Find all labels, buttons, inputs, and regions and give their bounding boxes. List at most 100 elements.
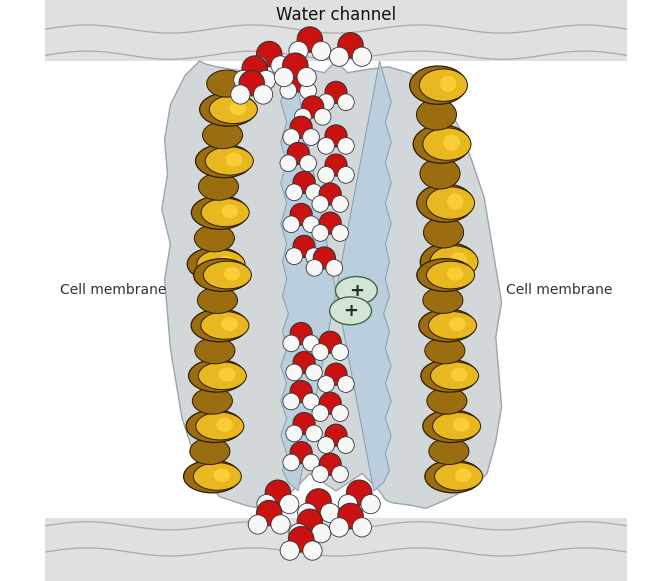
Ellipse shape (423, 410, 480, 443)
Ellipse shape (413, 125, 470, 163)
Circle shape (257, 41, 282, 67)
Circle shape (289, 41, 308, 60)
Circle shape (318, 138, 335, 154)
Ellipse shape (202, 121, 243, 149)
Circle shape (325, 125, 347, 147)
Ellipse shape (187, 248, 244, 281)
Circle shape (332, 196, 349, 212)
Circle shape (297, 27, 323, 52)
Circle shape (297, 67, 317, 87)
Ellipse shape (410, 66, 466, 105)
Circle shape (332, 466, 349, 482)
Ellipse shape (430, 246, 478, 278)
Circle shape (325, 154, 347, 176)
Circle shape (302, 454, 319, 471)
Ellipse shape (198, 173, 239, 200)
Ellipse shape (217, 256, 234, 270)
Ellipse shape (209, 95, 257, 124)
Circle shape (337, 94, 354, 110)
Circle shape (318, 167, 335, 183)
Circle shape (314, 109, 331, 125)
Circle shape (319, 331, 341, 353)
Circle shape (253, 85, 273, 104)
Circle shape (312, 523, 331, 543)
Circle shape (338, 494, 358, 514)
Circle shape (286, 184, 302, 200)
Ellipse shape (429, 438, 469, 465)
Ellipse shape (423, 217, 464, 248)
Ellipse shape (444, 135, 460, 150)
Ellipse shape (204, 261, 251, 289)
Ellipse shape (196, 413, 244, 440)
Circle shape (230, 85, 250, 104)
Ellipse shape (205, 147, 253, 175)
Circle shape (300, 155, 317, 171)
Ellipse shape (216, 418, 233, 432)
Circle shape (326, 260, 343, 276)
Text: +: + (343, 302, 358, 320)
Circle shape (257, 494, 276, 514)
Circle shape (332, 405, 349, 421)
Circle shape (234, 70, 253, 89)
Circle shape (280, 83, 297, 99)
Circle shape (337, 138, 354, 154)
Ellipse shape (222, 204, 238, 218)
Circle shape (283, 216, 300, 232)
Ellipse shape (189, 360, 245, 392)
Circle shape (325, 363, 347, 385)
Circle shape (290, 442, 312, 464)
Ellipse shape (431, 362, 478, 390)
Circle shape (283, 335, 300, 352)
Circle shape (290, 116, 312, 138)
Circle shape (347, 480, 372, 505)
Circle shape (321, 503, 339, 522)
Circle shape (329, 47, 349, 66)
Circle shape (338, 33, 364, 58)
Circle shape (288, 526, 314, 552)
Circle shape (293, 235, 315, 257)
Ellipse shape (439, 76, 456, 92)
Ellipse shape (226, 153, 243, 167)
Circle shape (283, 393, 300, 410)
Ellipse shape (425, 460, 482, 493)
Circle shape (361, 494, 380, 514)
Circle shape (280, 541, 300, 560)
Ellipse shape (455, 468, 472, 482)
Ellipse shape (427, 261, 474, 289)
Ellipse shape (197, 250, 245, 278)
Ellipse shape (417, 99, 456, 130)
Circle shape (289, 523, 308, 543)
Circle shape (313, 247, 335, 269)
Circle shape (302, 393, 319, 410)
Circle shape (294, 109, 311, 125)
Circle shape (248, 515, 267, 534)
Ellipse shape (453, 418, 470, 432)
Circle shape (318, 437, 335, 453)
Circle shape (286, 248, 302, 264)
Text: Cell membrane: Cell membrane (505, 284, 612, 297)
Circle shape (271, 515, 290, 534)
Ellipse shape (194, 225, 235, 252)
Circle shape (352, 47, 372, 66)
Ellipse shape (198, 287, 237, 314)
Circle shape (300, 83, 317, 99)
Ellipse shape (449, 317, 466, 331)
Circle shape (280, 494, 299, 514)
Circle shape (306, 425, 323, 442)
Circle shape (283, 129, 300, 145)
Circle shape (287, 70, 309, 92)
Circle shape (306, 260, 323, 276)
Circle shape (280, 155, 297, 171)
Ellipse shape (420, 158, 460, 189)
Ellipse shape (224, 267, 241, 281)
Circle shape (297, 509, 323, 535)
Circle shape (257, 70, 276, 89)
Ellipse shape (329, 297, 372, 325)
Circle shape (286, 425, 302, 442)
Ellipse shape (207, 70, 247, 97)
Circle shape (293, 171, 315, 193)
Ellipse shape (447, 267, 464, 281)
Ellipse shape (423, 287, 463, 314)
Ellipse shape (421, 360, 478, 392)
Text: Water channel: Water channel (276, 6, 396, 24)
